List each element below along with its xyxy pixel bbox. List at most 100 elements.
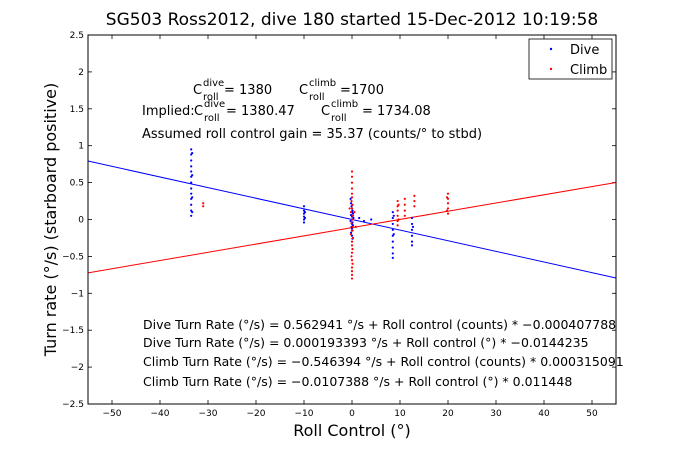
y-tick-label: 0.5 [70,179,84,189]
data-point-climb [445,196,449,199]
data-point-dive [410,244,414,247]
data-point-dive [392,214,395,217]
fit-climb-counts: Climb Turn Rate (°/s) = −0.546394 °/s + … [143,354,624,369]
data-point-climb [396,199,399,203]
implied-climb-symbol: C [321,104,330,119]
data-point-dive [392,233,395,236]
implied-climb-superscript: climb [331,99,358,110]
data-point-climb [350,192,354,195]
data-point-climb [446,202,450,205]
roll-gain-note: Assumed roll control gain = 35.37 (count… [142,127,482,142]
y-tick-label: −2 [71,363,84,373]
data-point-climb [351,225,354,228]
data-point-climb [350,218,354,221]
y-tick-label: 2.5 [70,31,84,41]
implied-dive-value: = 1380.47 [226,104,295,119]
data-point-dive [303,216,307,220]
data-point-dive [391,228,394,231]
data-point-climb [413,205,416,208]
c-dive-value: = 1380 [224,83,272,98]
x-tick-label: 20 [442,409,454,419]
data-point-dive [391,211,394,214]
data-point-climb [403,197,406,200]
data-point-climb [403,203,406,206]
data-point-climb [396,209,399,212]
data-point-dive [391,222,394,226]
fit-climb-degrees: Climb Turn Rate (°/s) = −0.0107388 °/s +… [143,374,572,389]
data-point-climb [351,236,355,240]
data-point-dive [303,211,307,214]
data-point-dive [190,170,193,173]
data-points [190,148,450,280]
data-point-dive [391,240,394,243]
data-point-climb [348,207,351,210]
data-point-climb [349,233,353,236]
data-point-climb [353,211,356,214]
data-point-climb [350,266,354,269]
data-point-climb [350,251,354,254]
data-point-climb [445,209,449,212]
legend-label-dive: Dive [570,43,599,58]
data-point-climb [413,199,416,203]
y-axis-label: Turn rate (°/s) (starboard positive) [41,83,60,357]
data-point-climb [397,203,400,206]
data-point-dive [302,205,306,208]
x-tick-label: 40 [538,409,550,419]
x-tick-label: −30 [199,409,218,419]
data-point-climb [396,214,399,217]
c-climb-value: =1700 [340,83,384,98]
plot-frame [87,34,617,405]
c-climb-subscript: roll [309,92,325,103]
data-point-climb [350,207,354,210]
legend-label-climb: Climb [570,63,607,78]
data-point-dive [190,214,193,217]
data-point-climb [350,244,354,247]
x-axis-label: Roll Control (°) [293,421,411,440]
data-point-dive [302,221,306,224]
data-point-climb [351,203,354,206]
data-point-climb [350,187,354,190]
x-tick-label: −50 [103,409,122,419]
roll-coefficients: C dive roll = 1380 C climb roll =1700 Im… [142,78,482,142]
data-point-dive [191,151,194,155]
data-point-climb [350,196,354,199]
legend-marker-climb [549,67,553,71]
c-dive-symbol: C [193,83,202,98]
data-point-dive [391,216,394,220]
data-point-dive [391,256,394,259]
data-point-dive [410,240,414,243]
c-dive-superscript: dive [203,78,224,89]
data-point-dive [410,228,414,231]
fit-dive-degrees: Dive Turn Rate (°/s) = 0.000193393 °/s +… [143,335,589,350]
data-point-climb [350,170,354,173]
data-point-climb [350,270,354,273]
x-tick-label: 10 [394,409,406,419]
data-point-dive [362,219,366,223]
data-point-dive [410,222,414,226]
x-tick-label: −40 [151,409,170,419]
data-point-climb [397,218,400,221]
data-point-dive [191,174,194,177]
data-point-dive [410,216,414,220]
x-tick-label: −10 [295,409,314,419]
y-tick-label: 1 [78,142,84,152]
implied-dive-symbol: C [194,104,203,119]
data-point-dive [391,252,394,255]
legend-box [528,38,613,80]
data-point-dive [358,216,361,220]
y-tick-label: 1.5 [70,105,84,115]
data-point-climb [350,222,353,225]
data-point-climb [350,255,353,258]
x-tick-label: −20 [247,409,266,419]
data-point-dive [190,181,193,184]
data-point-climb [351,214,355,217]
c-dive-subscript: roll [203,92,219,103]
data-point-dive [191,196,194,199]
data-point-climb [413,194,416,197]
data-point-dive [190,159,193,162]
data-point-dive [190,187,193,190]
y-tick-label: 0 [78,216,84,226]
data-point-dive [370,218,373,221]
legend: Dive Climb [528,38,613,80]
